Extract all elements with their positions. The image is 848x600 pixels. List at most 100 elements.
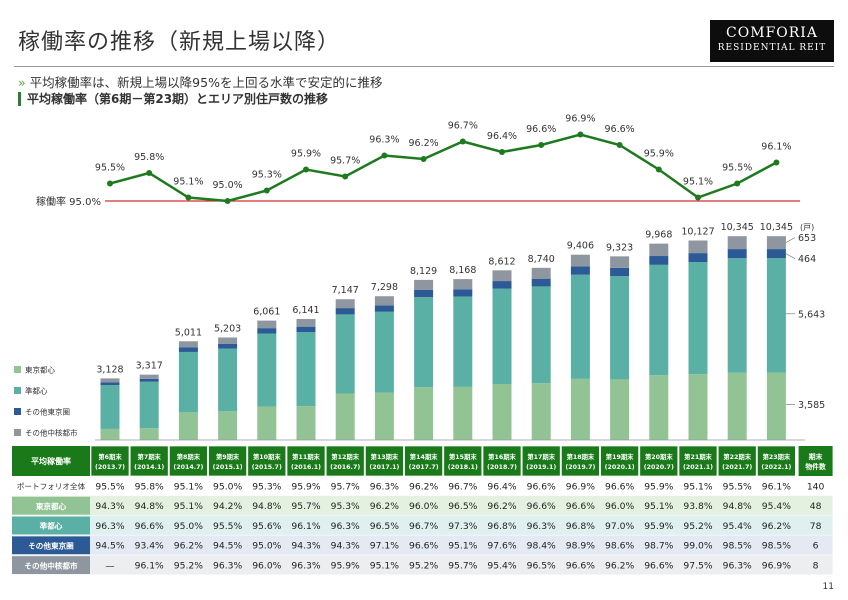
table-header-cell bbox=[208, 445, 247, 477]
bar-segment-tokyo-center bbox=[688, 374, 708, 440]
table-header-cell bbox=[169, 445, 208, 477]
bar-total-label: 6,061 bbox=[253, 307, 280, 318]
table-row-label: ポートフォリオ全体 bbox=[17, 481, 86, 491]
bar-segment-other-major bbox=[374, 296, 394, 306]
bar-segment-semi-center bbox=[492, 288, 512, 385]
table-cell: 95.9% bbox=[331, 561, 360, 572]
bar-segment-semi-center bbox=[178, 351, 198, 413]
bar-segment-other-major bbox=[335, 299, 355, 309]
table-cell: 96.6% bbox=[566, 561, 595, 572]
bar-segment-semi-center bbox=[100, 385, 120, 429]
summary-bullet: » 平均稼働率は、新規上場以降95%を上回る水準で安定的に推移 bbox=[18, 72, 382, 91]
table-header-cell bbox=[482, 445, 522, 477]
bar-segment-tokyo-center bbox=[100, 428, 120, 440]
table-cell: 96.6% bbox=[135, 521, 164, 532]
table-period-label: 第12期末 bbox=[331, 452, 359, 461]
table-cell: 96.0% bbox=[252, 561, 281, 572]
table-cell: 93.8% bbox=[683, 501, 712, 512]
table-header-cell bbox=[286, 445, 326, 477]
table-cell: 96.9% bbox=[566, 481, 595, 492]
breakdown-label: 3,585 bbox=[798, 400, 825, 411]
bar-segment-semi-center bbox=[335, 314, 355, 394]
table-cell: 96.3% bbox=[95, 521, 124, 532]
table-period-label: 第20期末 bbox=[645, 452, 673, 461]
occupancy-point bbox=[224, 198, 231, 204]
table-row bbox=[12, 476, 833, 496]
table-cell: 95.3% bbox=[252, 481, 281, 492]
bar-total-label: 8,612 bbox=[488, 256, 515, 267]
table-cell: 94.3% bbox=[95, 501, 124, 512]
bar-total-label: 9,406 bbox=[567, 241, 594, 252]
table-header-cell bbox=[639, 445, 679, 477]
table-cell: 95.1% bbox=[174, 481, 203, 492]
bar-segment-semi-center bbox=[257, 333, 277, 407]
bar-segment-tokyo-center bbox=[610, 379, 630, 440]
page-number: 11 bbox=[822, 582, 834, 592]
table-cell: 96.6% bbox=[527, 501, 556, 512]
table-period-label: 第7期末 bbox=[138, 452, 162, 461]
bar-segment-semi-center bbox=[649, 264, 669, 376]
table-period-label: 第14期末 bbox=[410, 452, 438, 461]
table-header-cell bbox=[12, 446, 90, 476]
table-count-header: 期末 bbox=[809, 452, 823, 461]
occupancy-label: 96.7% bbox=[448, 121, 478, 132]
table-header-label: 平均稼働率 bbox=[31, 456, 71, 466]
bar-segment-tokyo-center bbox=[492, 384, 512, 440]
table-cell: 96.3% bbox=[331, 521, 360, 532]
table-row-label-cell bbox=[12, 516, 90, 535]
occupancy-point bbox=[655, 166, 662, 173]
breakdown-label: 653 bbox=[798, 233, 816, 244]
table-period-label: 第19期末 bbox=[606, 452, 634, 461]
bar-segment-tokyo-center bbox=[218, 411, 238, 440]
table-cell: 95.2% bbox=[683, 521, 712, 532]
bar-segment-tokyo-center bbox=[649, 375, 669, 440]
bar-segment-other-major bbox=[414, 279, 434, 290]
table-count-cell: 6 bbox=[813, 541, 819, 552]
table-cell: 95.5% bbox=[213, 521, 242, 532]
breakdown-leader bbox=[785, 237, 796, 243]
table-count-cell: 78 bbox=[810, 521, 822, 532]
occupancy-point bbox=[420, 156, 427, 162]
table-period-label: 第9期末 bbox=[216, 452, 240, 461]
occupancy-label: 95.3% bbox=[252, 170, 282, 181]
table-cell: 96.2% bbox=[174, 541, 203, 552]
table-header-cell bbox=[325, 445, 365, 477]
occupancy-label: 95.1% bbox=[173, 177, 203, 188]
bar-segment-tokyo-center bbox=[727, 372, 747, 440]
table-cell: 95.8% bbox=[135, 481, 164, 492]
table-header-cell bbox=[678, 445, 718, 477]
bar-segment-other-major bbox=[492, 270, 512, 282]
breakdown-leader bbox=[785, 253, 796, 259]
bar-segment-other-tokyo bbox=[100, 382, 120, 386]
table-row bbox=[12, 495, 833, 516]
occupancy-point bbox=[695, 194, 701, 201]
table-cell: 95.5% bbox=[723, 481, 752, 492]
table-cell: 93.4% bbox=[135, 541, 164, 552]
bar-segment-other-major bbox=[453, 279, 473, 290]
table-period-label: 第11期末 bbox=[292, 452, 320, 461]
table-cell: 95.2% bbox=[174, 561, 203, 572]
occupancy-label: 95.9% bbox=[291, 149, 321, 160]
bar-segment-tokyo-center bbox=[139, 428, 159, 440]
table-period-label: 第22期末 bbox=[723, 452, 751, 461]
bar-total-label: 9,968 bbox=[645, 230, 672, 241]
table-cell: 95.1% bbox=[370, 561, 399, 572]
table-cell: 96.3% bbox=[213, 561, 242, 572]
bar-segment-semi-center bbox=[610, 276, 630, 380]
table-period-date: (2014.7) bbox=[173, 464, 203, 471]
table-row-label: その他東京圏 bbox=[28, 541, 74, 551]
bar-total-label: 8,168 bbox=[449, 265, 476, 276]
table-cell: 96.2% bbox=[409, 481, 438, 492]
bar-segment-other-tokyo bbox=[374, 305, 394, 312]
legend-swatch bbox=[14, 429, 21, 436]
table-period-label: 第15期末 bbox=[449, 452, 477, 461]
table-period-date: (2021.1) bbox=[683, 464, 713, 471]
summary-text: 平均稼働率は、新規上場以降95%を上回る水準で安定的に推移 bbox=[29, 75, 383, 90]
occupancy-point bbox=[342, 173, 349, 180]
table-cell: 99.0% bbox=[683, 541, 712, 552]
table-cell: 96.1% bbox=[135, 561, 164, 572]
table-period-date: (2017.1) bbox=[369, 464, 399, 471]
occupancy-label: 96.6% bbox=[605, 124, 635, 135]
table-cell: 95.1% bbox=[448, 541, 477, 552]
legend-label: その他中核都市 bbox=[25, 428, 78, 438]
